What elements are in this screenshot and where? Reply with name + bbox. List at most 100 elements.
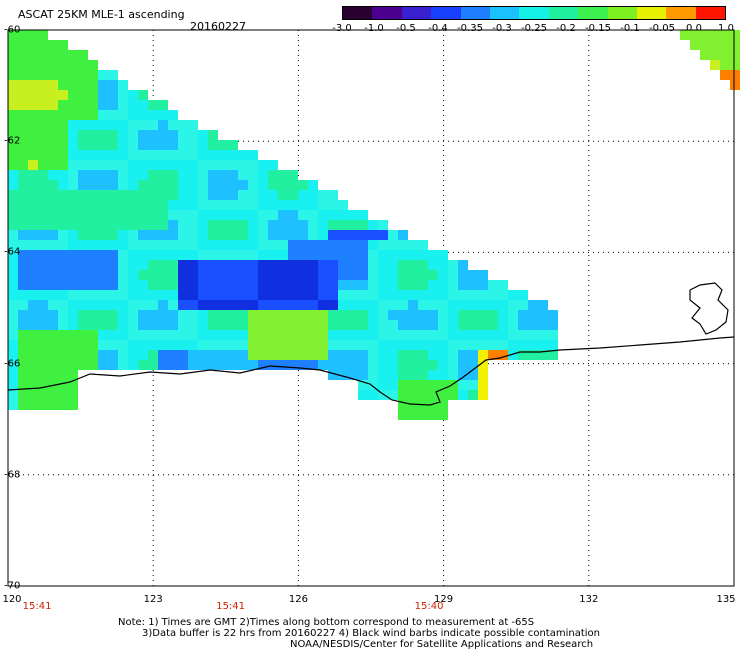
wind-cell [378, 280, 388, 290]
wind-cell [48, 350, 58, 360]
colorbar-tick-label: -0.4 [428, 23, 448, 34]
wind-cell [168, 330, 178, 340]
wind-cell [398, 270, 408, 280]
wind-cell [68, 300, 78, 310]
wind-cell [238, 180, 248, 190]
wind-cell [248, 360, 258, 370]
wind-cell [238, 280, 248, 290]
wind-cell [8, 60, 18, 70]
wind-cell [8, 130, 18, 140]
wind-cell [508, 340, 518, 350]
colorbar-segment [489, 7, 520, 19]
wind-cell [78, 340, 88, 350]
wind-cell [248, 150, 258, 160]
wind-cell [48, 290, 58, 300]
wind-cell [188, 240, 198, 250]
wind-cell [68, 320, 78, 330]
wind-cell [158, 350, 168, 360]
wind-cell [278, 290, 288, 300]
wind-cell [18, 120, 28, 130]
wind-cell [98, 350, 108, 360]
wind-cell [48, 60, 58, 70]
wind-cell [388, 240, 398, 250]
wind-cell [338, 370, 348, 380]
wind-cell [68, 70, 78, 80]
wind-cell [238, 310, 248, 320]
wind-cell [318, 260, 328, 270]
wind-cell [28, 260, 38, 270]
wind-cell [398, 260, 408, 270]
wind-cell [538, 320, 548, 330]
wind-cell [368, 290, 378, 300]
wind-cell [18, 190, 28, 200]
wind-cell [98, 320, 108, 330]
wind-cell [128, 310, 138, 320]
wind-cell [468, 360, 478, 370]
wind-cell [488, 320, 498, 330]
wind-cell [58, 60, 68, 70]
wind-cell [138, 200, 148, 210]
wind-cell [108, 340, 118, 350]
wind-cell [538, 350, 548, 360]
wind-cell [58, 120, 68, 130]
wind-cell [68, 100, 78, 110]
wind-cell [338, 320, 348, 330]
wind-cell [498, 340, 508, 350]
wind-cell [78, 280, 88, 290]
wind-cell [148, 220, 158, 230]
wind-cell [58, 180, 68, 190]
wind-cell [548, 330, 558, 340]
wind-cell [418, 310, 428, 320]
wind-cell [318, 200, 328, 210]
wind-cell [730, 50, 740, 60]
wind-cell [398, 350, 408, 360]
wind-cell [478, 300, 488, 310]
wind-cell [368, 220, 378, 230]
wind-cell [68, 230, 78, 240]
wind-cell [468, 310, 478, 320]
wind-cell [108, 80, 118, 90]
wind-cell [38, 320, 48, 330]
wind-cell [148, 300, 158, 310]
wind-cell [28, 280, 38, 290]
wind-cell [268, 220, 278, 230]
wind-cell [8, 100, 18, 110]
wind-cell [28, 110, 38, 120]
wind-cell [278, 200, 288, 210]
wind-cell [188, 210, 198, 220]
wind-cell [268, 190, 278, 200]
wind-cell [338, 270, 348, 280]
wind-cell [28, 330, 38, 340]
wind-cell [308, 360, 318, 370]
wind-cell [78, 230, 88, 240]
wind-cell [348, 230, 358, 240]
wind-cell [288, 290, 298, 300]
wind-cell [168, 250, 178, 260]
wind-cell [38, 300, 48, 310]
wind-cell [168, 270, 178, 280]
wind-cell [218, 310, 228, 320]
wind-cell [198, 360, 208, 370]
colorbar-tick-label: -3.0 [332, 23, 352, 34]
wind-cell [208, 140, 218, 150]
wind-cell [88, 250, 98, 260]
wind-cell [438, 290, 448, 300]
wind-cell [68, 210, 78, 220]
wind-cell [228, 330, 238, 340]
wind-cell [208, 300, 218, 310]
wind-cell [208, 270, 218, 280]
wind-cell [498, 310, 508, 320]
wind-cell [238, 360, 248, 370]
wind-cell [68, 370, 78, 380]
wind-cell [358, 320, 368, 330]
wind-cell [28, 270, 38, 280]
wind-cell [258, 210, 268, 220]
wind-cell [128, 180, 138, 190]
wind-cell [328, 360, 338, 370]
wind-cell [348, 280, 358, 290]
wind-cell [38, 230, 48, 240]
wind-cell [278, 320, 288, 330]
wind-cell [328, 320, 338, 330]
wind-cell [208, 230, 218, 240]
longitude-label: 129 [434, 594, 454, 605]
